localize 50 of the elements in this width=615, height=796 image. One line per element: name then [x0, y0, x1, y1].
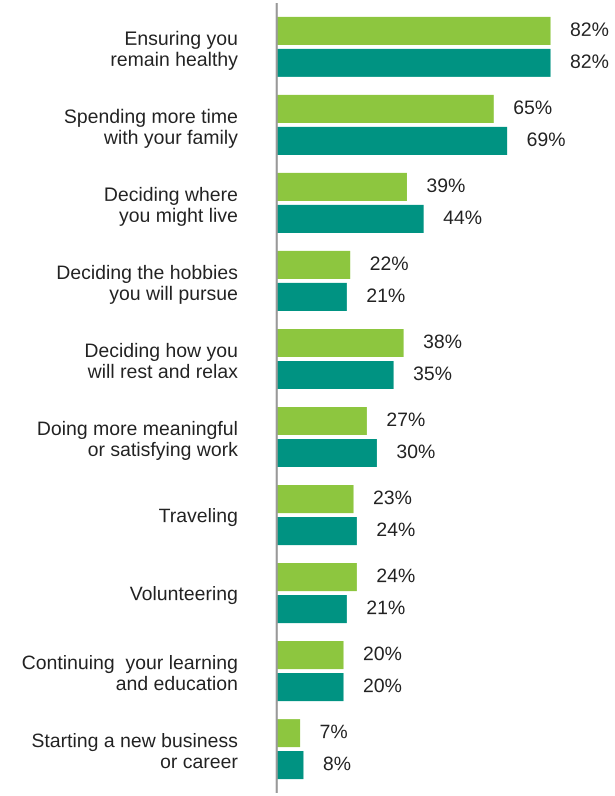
y-tick-label: Deciding how you will rest and relax [86, 342, 238, 378]
data-label: 27% [387, 412, 425, 426]
y-tick-label: Doing more meaningful or satisfying work [38, 420, 238, 460]
bar [276, 328, 404, 358]
bar [276, 516, 357, 546]
data-label: 38% [424, 334, 462, 348]
bar [276, 94, 494, 123]
data-label: 20% [364, 678, 402, 692]
bar [276, 438, 377, 468]
data-label: 7% [320, 724, 347, 738]
bar [276, 595, 347, 624]
y-tick-label: Traveling [159, 508, 237, 526]
bar [276, 484, 354, 514]
bar [276, 719, 300, 748]
bar [276, 563, 357, 592]
bar [276, 172, 407, 201]
bar [276, 282, 347, 312]
data-label: 24% [377, 522, 415, 536]
bar [276, 641, 344, 670]
data-label: 24% [377, 568, 415, 582]
data-label: 30% [397, 444, 435, 458]
y-tick-label: Continuing your learning and education [22, 654, 237, 690]
y-tick-label: Ensuring you remain healthy [112, 30, 238, 70]
bar [276, 751, 304, 780]
data-label: 65% [514, 100, 552, 114]
data-label: 22% [370, 256, 408, 270]
bar [276, 16, 551, 45]
y-tick-label: Volunteering [130, 586, 237, 604]
y-tick-label: Deciding where you might live [105, 186, 238, 226]
bar [276, 250, 350, 280]
data-label: 21% [367, 288, 405, 302]
bar [276, 673, 344, 702]
data-label: 21% [367, 600, 405, 614]
data-label: 35% [414, 366, 452, 380]
data-label: 44% [444, 210, 482, 224]
data-label: 82% [570, 22, 608, 36]
data-label: 39% [427, 178, 465, 192]
data-label: 8% [324, 756, 350, 770]
data-label: 23% [374, 490, 412, 504]
data-label: 20% [364, 646, 402, 660]
bar [276, 204, 424, 233]
bar [276, 360, 394, 390]
bar [276, 48, 551, 77]
bar [276, 406, 367, 436]
data-label: 69% [528, 132, 565, 146]
bar [276, 126, 508, 155]
data-label: 82% [570, 54, 608, 68]
y-tick-label: Deciding the hobbies you will pursue [58, 264, 238, 304]
y-tick-label: Starting a new business or career [32, 733, 238, 768]
y-tick-label: Spending more time with your family [64, 108, 238, 148]
